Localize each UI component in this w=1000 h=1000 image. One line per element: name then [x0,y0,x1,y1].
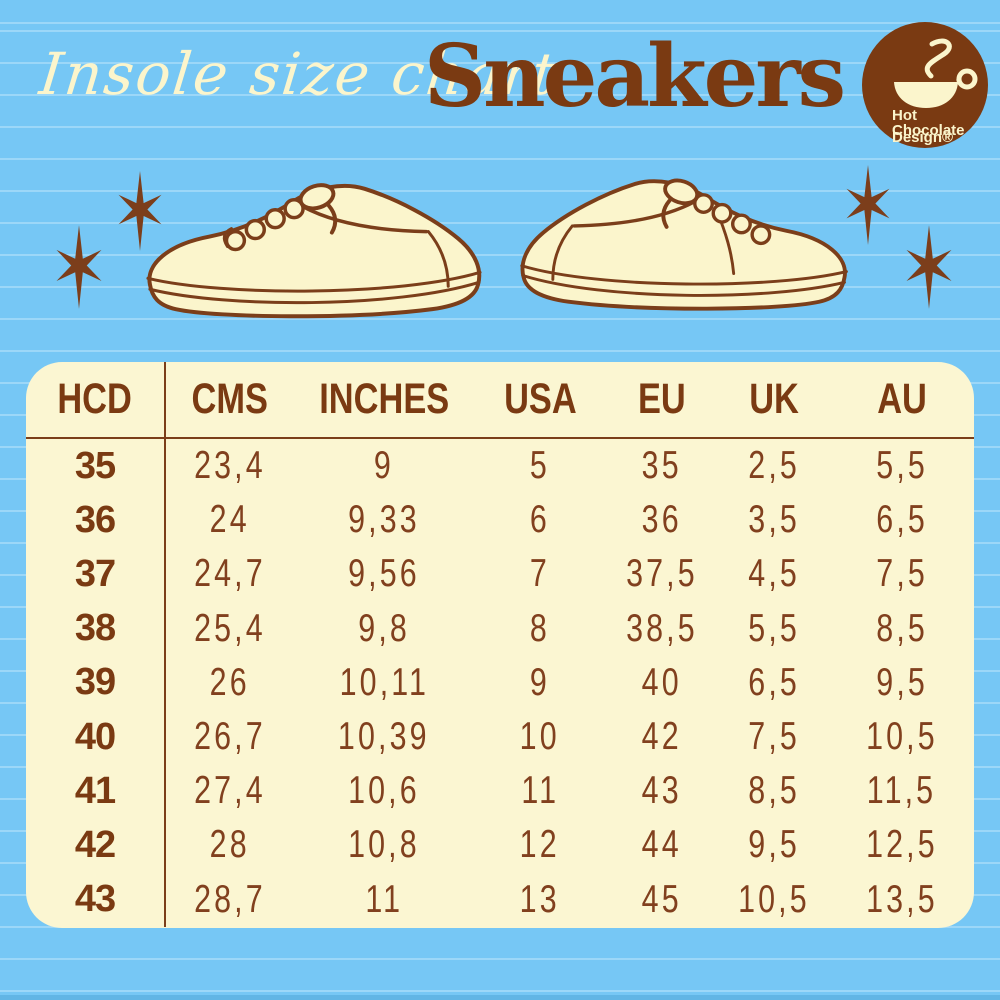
size-chart-table: HCD CMS INCHES USA EU UK AU 35 23,4 9 5 … [26,362,974,928]
table-row: 43 28,7 11 13 45 10,5 13,5 [26,872,974,927]
page-title: Sneakers [424,26,846,127]
table-cell-usa: 12 [519,823,561,867]
table-cell-inches: 10,6 [348,769,420,813]
table-cell-eu: 35 [641,444,683,488]
column-header-hcd: HCD [26,362,166,437]
table-cell-au: 7,5 [876,552,928,596]
table-cell-cms: 27,4 [194,769,266,813]
table-cell-eu: 37,5 [626,552,698,596]
table-cell-eu: 40 [641,660,683,704]
table-header-row: HCD CMS INCHES USA EU UK AU [26,362,974,439]
table-cell-hcd: 39 [26,655,166,710]
logo-text-line2: Chocolate [892,122,965,139]
table-cell-hcd: 41 [26,764,166,819]
logo-text-line1: Hot [892,107,917,124]
table-cell-hcd: 40 [26,709,166,765]
table-row: 37 24,7 9,56 7 37,5 4,5 7,5 [26,547,974,602]
hot-chocolate-design-logo-icon: Hot Chocolate Design® [862,22,988,148]
table-cell-uk: 10,5 [738,877,810,921]
logo-text-line3: Design® [892,129,953,146]
sneaker-right-illustration [520,178,848,311]
table-cell-eu: 42 [641,715,683,759]
table-cell-hcd: 42 [26,818,166,873]
sparkle-star-icon [56,225,102,309]
sparkle-star-icon [846,164,890,246]
table-cell-eu: 45 [641,877,683,921]
table-cell-hcd: 43 [26,872,166,927]
table-cell-inches: 9,33 [348,498,420,542]
table-cell-au: 6,5 [876,498,928,542]
table-row: 36 24 9,33 6 36 3,5 6,5 [26,493,974,548]
table-cell-uk: 2,5 [748,444,800,488]
table-cell-cms: 25,4 [194,606,266,650]
table-cell-cms: 26,7 [194,715,266,759]
table-cell-usa: 9 [529,660,551,704]
table-cell-inches: 11 [365,877,403,921]
steam-icon [924,38,952,79]
table-cell-cms: 28 [209,823,251,867]
table-cell-usa: 10 [519,715,561,759]
table-cell-eu: 44 [641,823,683,867]
table-cell-inches: 9,56 [348,552,420,596]
table-cell-usa: 6 [529,498,551,542]
table-cell-cms: 24,7 [194,552,266,596]
table-cell-usa: 5 [529,444,551,488]
column-header-cms: CMS [191,375,269,423]
table-cell-uk: 6,5 [748,660,800,704]
table-cell-uk: 7,5 [748,715,800,759]
table-cell-uk: 4,5 [748,552,800,596]
table-cell-uk: 8,5 [748,769,800,813]
table-body: 35 23,4 9 5 35 2,5 5,5 36 24 9,33 6 36 3… [26,439,974,927]
table-cell-au: 12,5 [866,823,938,867]
sparkle-star-icon [906,225,952,309]
table-cell-au: 5,5 [876,444,928,488]
table-cell-inches: 10,8 [348,823,420,867]
table-cell-hcd: 38 [26,601,166,656]
table-cell-hcd: 37 [26,547,166,602]
table-row: 39 26 10,11 9 40 6,5 9,5 [26,655,974,710]
table-cell-au: 9,5 [876,660,928,704]
table-row: 38 25,4 9,8 8 38,5 5,5 8,5 [26,601,974,656]
table-cell-inches: 9,8 [358,606,410,650]
table-cell-usa: 11 [521,769,559,813]
table-cell-cms: 23,4 [194,444,266,488]
table-cell-usa: 7 [529,552,551,596]
table-cell-inches: 10,11 [339,660,429,704]
table-row: 35 23,4 9 5 35 2,5 5,5 [26,439,974,494]
table-cell-usa: 13 [519,877,561,921]
table-cell-au: 13,5 [866,877,938,921]
cup-icon [894,82,958,108]
table-cell-cms: 26 [209,660,251,704]
table-cell-cms: 24 [209,498,251,542]
table-cell-hcd: 35 [26,439,166,494]
table-cell-eu: 38,5 [626,606,698,650]
column-header-usa: USA [503,375,577,423]
table-cell-uk: 5,5 [748,606,800,650]
table-cell-inches: 9 [373,444,395,488]
table-cell-inches: 10,39 [338,715,430,759]
column-header-inches: INCHES [319,375,449,423]
table-row: 41 27,4 10,6 11 43 8,5 11,5 [26,764,974,819]
table-cell-eu: 36 [641,498,683,542]
table-cell-uk: 3,5 [748,498,800,542]
column-header-uk: UK [749,375,799,423]
table-row: 40 26,7 10,39 10 42 7,5 10,5 [26,709,974,765]
table-cell-usa: 8 [529,606,551,650]
sneaker-left-illustration [146,183,482,319]
table-cell-hcd: 36 [26,493,166,548]
table-row: 42 28 10,8 12 44 9,5 12,5 [26,818,974,873]
table-cell-au: 10,5 [866,715,938,759]
table-cell-au: 8,5 [876,606,928,650]
sparkle-star-icon [118,170,162,252]
table-cell-cms: 28,7 [194,877,266,921]
column-header-au: AU [877,375,927,423]
table-cell-uk: 9,5 [748,823,800,867]
brand-logo: Hot Chocolate Design® [862,22,988,148]
table-cell-au: 11,5 [867,769,937,813]
column-header-eu: EU [638,375,686,423]
table-cell-eu: 43 [641,769,683,813]
